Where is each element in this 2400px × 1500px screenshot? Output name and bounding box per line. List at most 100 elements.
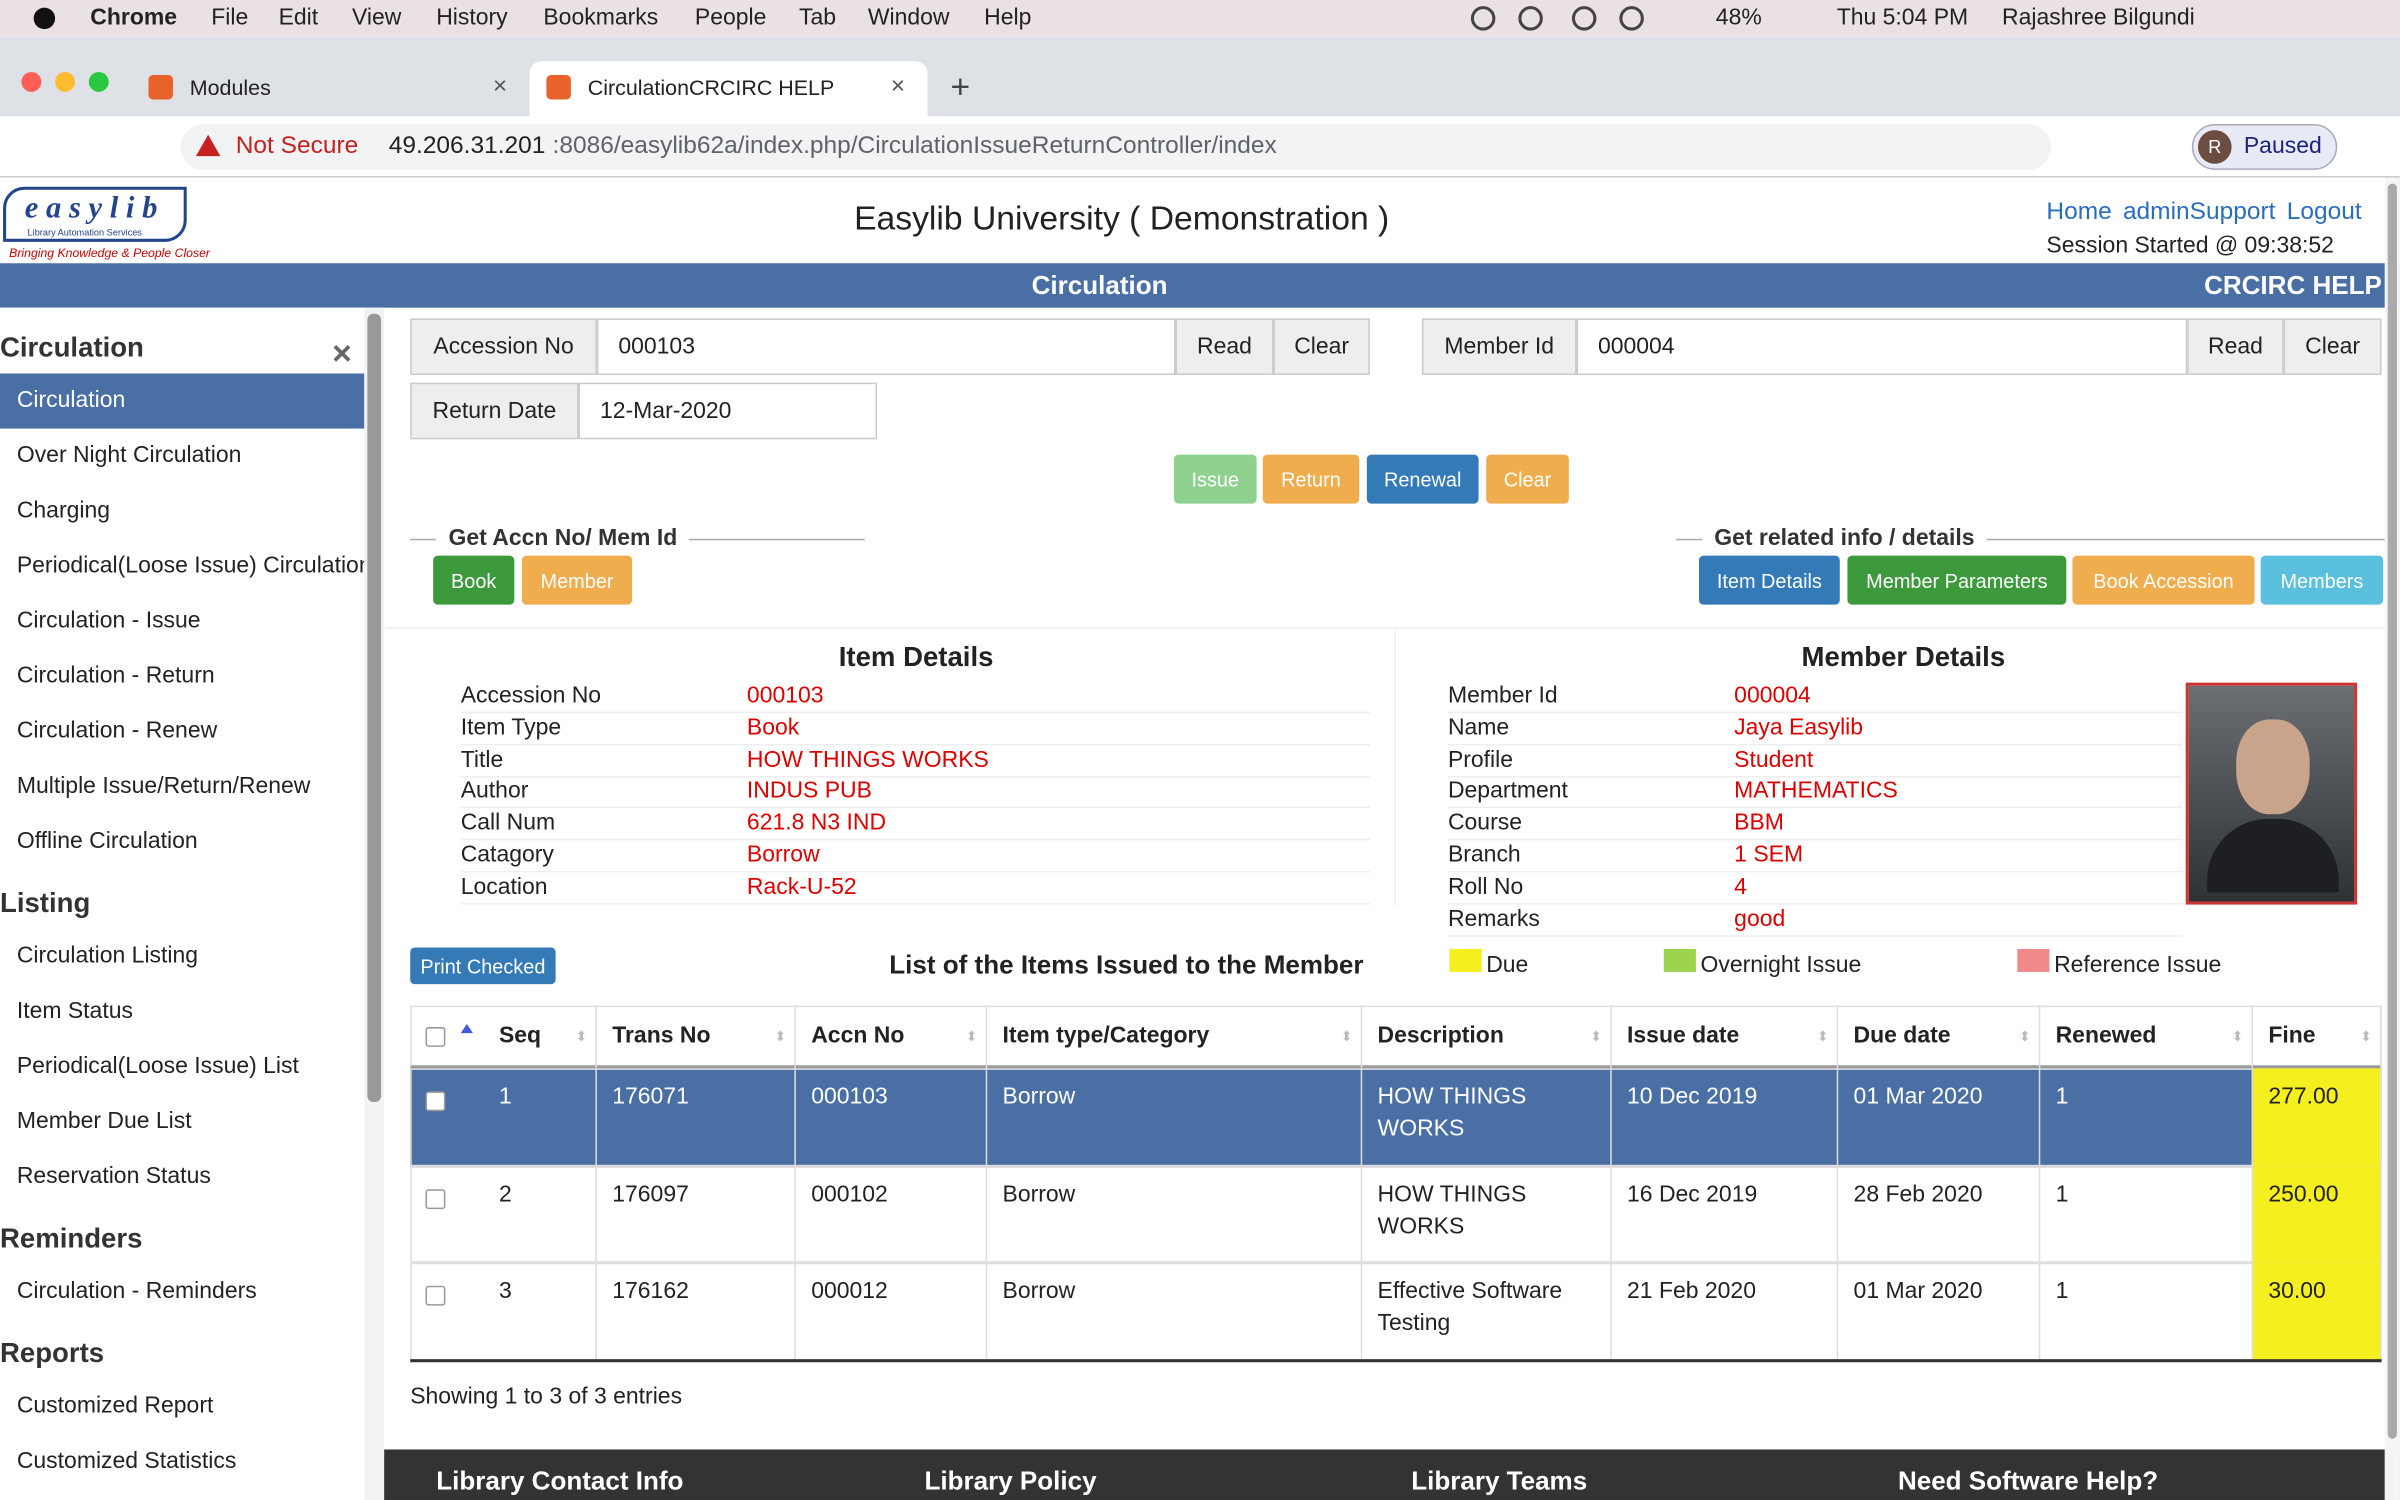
menu-link[interactable]: Customized Report (16, 1392, 214, 1419)
print-button[interactable]: Print Checked (410, 947, 556, 985)
menu-link[interactable]: Multiple Issue/Return/Renew (16, 772, 311, 799)
section-gap (0, 1205, 364, 1217)
detail-row (1447, 839, 2183, 841)
related-button[interactable]: Item Details (1698, 555, 1840, 605)
column-header[interactable]: Accn No (796, 1005, 988, 1069)
menu-link[interactable]: Circulation Listing (16, 942, 199, 969)
status-icon (1571, 6, 1597, 31)
checkbox[interactable] (425, 1285, 446, 1306)
menu-bar (0, 0, 2400, 37)
detail-label: Remarks (1447, 905, 1540, 932)
menu-link[interactable]: Circulation - Return (16, 662, 215, 689)
window-button (21, 71, 42, 92)
column-header[interactable]: Renewed (2040, 1005, 2254, 1069)
new-tab[interactable]: + (950, 67, 971, 106)
omnibox[interactable] (180, 123, 2052, 170)
related-button[interactable]: Members (2260, 555, 2384, 605)
tab-close[interactable]: × (492, 73, 508, 100)
text-input[interactable]: 000004 (1576, 318, 2188, 375)
checkbox[interactable] (425, 1091, 446, 1112)
menu-link[interactable]: Reservation Status (16, 1163, 211, 1190)
url-path: :8086/easylib62a/index.php/CirculationIs… (552, 133, 1277, 160)
tab-title[interactable]: Modules (189, 74, 271, 100)
menu-link[interactable]: Item Status (16, 997, 133, 1024)
action-button[interactable]: Clear (1486, 454, 1569, 504)
menu-item[interactable]: Chrome (90, 4, 178, 31)
header-link[interactable]: Home (2046, 198, 2112, 225)
sort-icon: ⬍ (965, 1028, 978, 1044)
table-cell: Borrow (987, 1262, 1363, 1360)
column-header[interactable]: Description (1362, 1005, 1612, 1069)
menu-link[interactable]: Member Due List (16, 1108, 192, 1135)
detail-label: Course (1447, 809, 1522, 836)
action-button[interactable]: Issue (1173, 454, 1257, 504)
site-title: Easylib University ( Demonstration ) (854, 198, 1390, 238)
column-header[interactable]: Due date (1838, 1005, 2041, 1069)
column-header[interactable]: Fine (2253, 1005, 2382, 1069)
logo: easylib (3, 186, 187, 242)
menu-link[interactable]: Charging (16, 497, 111, 524)
related-button[interactable]: Book Accession (2072, 555, 2255, 605)
detail-value: Rack-U-52 (746, 873, 857, 900)
action-button[interactable]: Return (1262, 454, 1360, 504)
tab-close[interactable]: × (890, 73, 906, 100)
menu-item[interactable]: People (694, 4, 767, 31)
column-header[interactable]: Item type/Category (987, 1005, 1363, 1069)
menu-item[interactable]: Help (984, 4, 1032, 31)
menu-item[interactable]: Edit (278, 4, 319, 31)
menu-item[interactable]: File (211, 4, 249, 31)
menu-item[interactable]: History (436, 4, 508, 31)
button[interactable]: Read (2187, 318, 2284, 375)
action-button[interactable]: Renewal (1366, 454, 1479, 504)
button[interactable]: Read (1175, 318, 1274, 375)
checkbox[interactable] (425, 1027, 446, 1047)
tab-title[interactable]: CirculationCRCIRC HELP (587, 74, 835, 100)
menu-link[interactable]: Circulation - Issue (16, 607, 201, 634)
input-addon: Member Id (1421, 318, 1577, 375)
menu-link[interactable]: Offline Circulation (16, 828, 198, 855)
detail-row (460, 870, 1370, 873)
banner-help[interactable]: CRCIRC HELP (2204, 270, 2382, 300)
related-button[interactable]: Member Parameters (1847, 555, 2067, 605)
table-cell: 28 Feb 2020 (1838, 1165, 2041, 1263)
menu-link[interactable]: Periodical(Loose Issue) Circulation (16, 552, 372, 579)
menu-link[interactable]: Circulation - Reminders (16, 1278, 257, 1305)
button[interactable]: Clear (1273, 318, 1370, 375)
menu-link[interactable]: Periodical(Loose Issue) List (16, 1053, 299, 1080)
apple-icon (33, 7, 56, 30)
legend-label: Due (1486, 952, 1529, 979)
button[interactable]: Clear (2283, 318, 2382, 375)
detail-row (460, 807, 1370, 809)
menu-link[interactable]: Customized Statistics (16, 1447, 237, 1474)
get-button[interactable]: Book (433, 555, 515, 605)
window-button (88, 71, 109, 92)
column-header[interactable]: Issue date (1612, 1005, 1839, 1069)
menu-link[interactable]: Circulation Statistics Datewise (0, 1489, 364, 1500)
menu-link[interactable]: Over Night Circulation (16, 442, 242, 469)
detail-value: Student (1734, 746, 1814, 773)
menu-item[interactable]: Bookmarks (543, 4, 659, 31)
menu-link[interactable]: Circulation (0, 373, 365, 429)
get-button[interactable]: Member (521, 555, 633, 605)
panel (385, 627, 2385, 630)
sort-icon: ⬍ (2360, 1028, 2372, 1044)
header-link[interactable]: Logout (2286, 198, 2362, 225)
text-input[interactable]: 12-Mar-2020 (578, 382, 878, 440)
column-header[interactable]: Seq (484, 1005, 597, 1069)
tab-active[interactable] (529, 61, 928, 117)
table-cell: 000102 (796, 1165, 988, 1263)
menu-link[interactable]: Circulation - Renew (16, 717, 218, 744)
menu-item[interactable]: Window (867, 4, 950, 31)
checkbox[interactable] (425, 1188, 446, 1209)
menu-item[interactable]: View (352, 4, 402, 31)
table-cell: 21 Feb 2020 (1612, 1262, 1839, 1360)
close-icon[interactable]: × (332, 333, 352, 372)
detail-label: Department (1447, 778, 1568, 805)
menu-item[interactable]: Tab (798, 4, 836, 31)
logo-slogan: Bringing Knowledge & People Closer (9, 246, 211, 261)
text-input[interactable]: 000103 (596, 318, 1176, 375)
header-link[interactable]: adminSupport (2122, 198, 2276, 225)
column-header[interactable]: Trans No (597, 1005, 796, 1069)
detail-row (1447, 807, 2183, 809)
table-cell: 01 Mar 2020 (1838, 1262, 2041, 1360)
